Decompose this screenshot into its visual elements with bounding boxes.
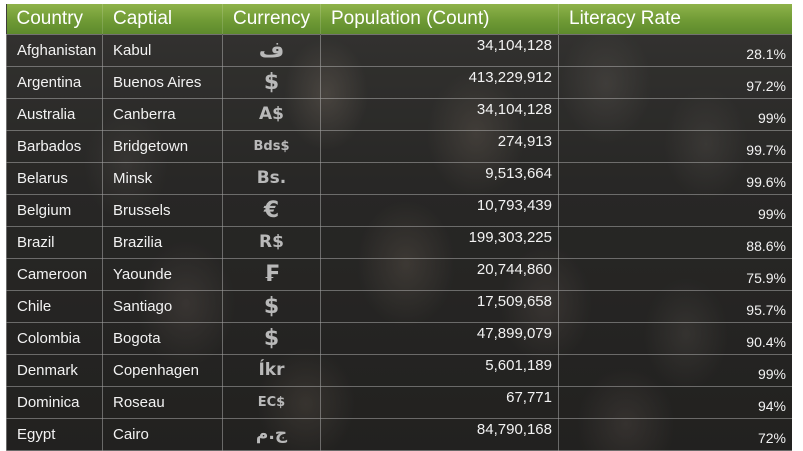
cell-population: 34,104,128	[320, 33, 559, 67]
cell-capital: Bogota	[102, 321, 223, 355]
table-row[interactable]: Australia Canberra A$ 34,104,128 99%	[6, 97, 792, 131]
cell-currency-symbol: EC$	[222, 385, 321, 419]
cell-capital: Canberra	[102, 97, 223, 131]
cell-capital: Roseau	[102, 385, 223, 419]
cell-population: 67,771	[320, 385, 559, 419]
cell-country: Egypt	[6, 417, 103, 451]
cell-country: Belarus	[6, 161, 103, 195]
header-row: Country Captial Currency Population (Cou…	[6, 4, 792, 34]
cell-currency-symbol: ج.م	[222, 417, 321, 451]
cell-population: 20,744,860	[320, 257, 559, 291]
cell-population: 274,913	[320, 129, 559, 163]
column-header-capital[interactable]: Captial	[102, 4, 223, 34]
cell-population: 199,303,225	[320, 225, 559, 259]
column-header-currency[interactable]: Currency	[222, 4, 321, 34]
cell-literacy-rate: 97.2%	[558, 65, 792, 99]
cell-capital: Bridgetown	[102, 129, 223, 163]
country-table: Country Captial Currency Population (Cou…	[6, 4, 792, 451]
cell-population: 47,899,079	[320, 321, 559, 355]
cell-capital: Cairo	[102, 417, 223, 451]
cell-population: 84,790,168	[320, 417, 559, 451]
cell-country: Afghanistan	[6, 33, 103, 67]
cell-country: Colombia	[6, 321, 103, 355]
cell-capital: Buenos Aires	[102, 65, 223, 99]
cell-country: Belgium	[6, 193, 103, 227]
cell-currency-symbol: Íkr	[222, 353, 321, 387]
table-row[interactable]: Chile Santiago $ 17,509,658 95.7%	[6, 289, 792, 323]
cell-literacy-rate: 99%	[558, 193, 792, 227]
cell-literacy-rate: 95.7%	[558, 289, 792, 323]
table-row[interactable]: Belarus Minsk Bs. 9,513,664 99.6%	[6, 161, 792, 195]
cell-country: Chile	[6, 289, 103, 323]
cell-currency-symbol: $	[222, 65, 321, 99]
cell-capital: Copenhagen	[102, 353, 223, 387]
table-row[interactable]: Egypt Cairo ج.م 84,790,168 72%	[6, 417, 792, 451]
cell-country: Brazil	[6, 225, 103, 259]
data-grid: Country Captial Currency Population (Cou…	[6, 4, 792, 451]
cell-currency-symbol: $	[222, 289, 321, 323]
cell-currency-symbol: ف	[222, 33, 321, 67]
cell-currency-symbol: Bds$	[222, 129, 321, 163]
cell-capital: Brazilia	[102, 225, 223, 259]
cell-capital: Santiago	[102, 289, 223, 323]
table-row[interactable]: Argentina Buenos Aires $ 413,229,912 97.…	[6, 65, 792, 99]
cell-population: 413,229,912	[320, 65, 559, 99]
table-row[interactable]: Brazil Brazilia R$ 199,303,225 88.6%	[6, 225, 792, 259]
table-row[interactable]: Cameroon Yaounde ₣ 20,744,860 75.9%	[6, 257, 792, 291]
table-row[interactable]: Dominica Roseau EC$ 67,771 94%	[6, 385, 792, 419]
cell-currency-symbol: ₣	[222, 257, 321, 291]
cell-literacy-rate: 94%	[558, 385, 792, 419]
cell-population: 5,601,189	[320, 353, 559, 387]
cell-literacy-rate: 90.4%	[558, 321, 792, 355]
cell-population: 34,104,128	[320, 97, 559, 131]
cell-literacy-rate: 75.9%	[558, 257, 792, 291]
cell-capital: Yaounde	[102, 257, 223, 291]
cell-literacy-rate: 88.6%	[558, 225, 792, 259]
cell-population: 10,793,439	[320, 193, 559, 227]
cell-country: Denmark	[6, 353, 103, 387]
cell-literacy-rate: 99%	[558, 97, 792, 131]
cell-literacy-rate: 99.7%	[558, 129, 792, 163]
cell-country: Cameroon	[6, 257, 103, 291]
table-row[interactable]: Denmark Copenhagen Íkr 5,601,189 99%	[6, 353, 792, 387]
cell-literacy-rate: 99.6%	[558, 161, 792, 195]
table-row[interactable]: Belgium Brussels € 10,793,439 99%	[6, 193, 792, 227]
table-row[interactable]: Barbados Bridgetown Bds$ 274,913 99.7%	[6, 129, 792, 163]
cell-country: Dominica	[6, 385, 103, 419]
cell-country: Barbados	[6, 129, 103, 163]
column-header-country[interactable]: Country	[6, 4, 103, 34]
cell-literacy-rate: 28.1%	[558, 33, 792, 67]
cell-currency-symbol: R$	[222, 225, 321, 259]
cell-currency-symbol: A$	[222, 97, 321, 131]
column-header-literacy[interactable]: Literacy Rate	[558, 4, 792, 34]
column-header-population[interactable]: Population (Count)	[320, 4, 559, 34]
cell-currency-symbol: Bs.	[222, 161, 321, 195]
cell-population: 9,513,664	[320, 161, 559, 195]
cell-capital: Brussels	[102, 193, 223, 227]
cell-currency-symbol: $	[222, 321, 321, 355]
cell-population: 17,509,658	[320, 289, 559, 323]
table-row[interactable]: Colombia Bogota $ 47,899,079 90.4%	[6, 321, 792, 355]
cell-country: Australia	[6, 97, 103, 131]
cell-capital: Kabul	[102, 33, 223, 67]
cell-capital: Minsk	[102, 161, 223, 195]
table-row[interactable]: Afghanistan Kabul ف 34,104,128 28.1%	[6, 33, 792, 67]
cell-currency-symbol: €	[222, 193, 321, 227]
cell-literacy-rate: 72%	[558, 417, 792, 451]
cell-literacy-rate: 99%	[558, 353, 792, 387]
cell-country: Argentina	[6, 65, 103, 99]
